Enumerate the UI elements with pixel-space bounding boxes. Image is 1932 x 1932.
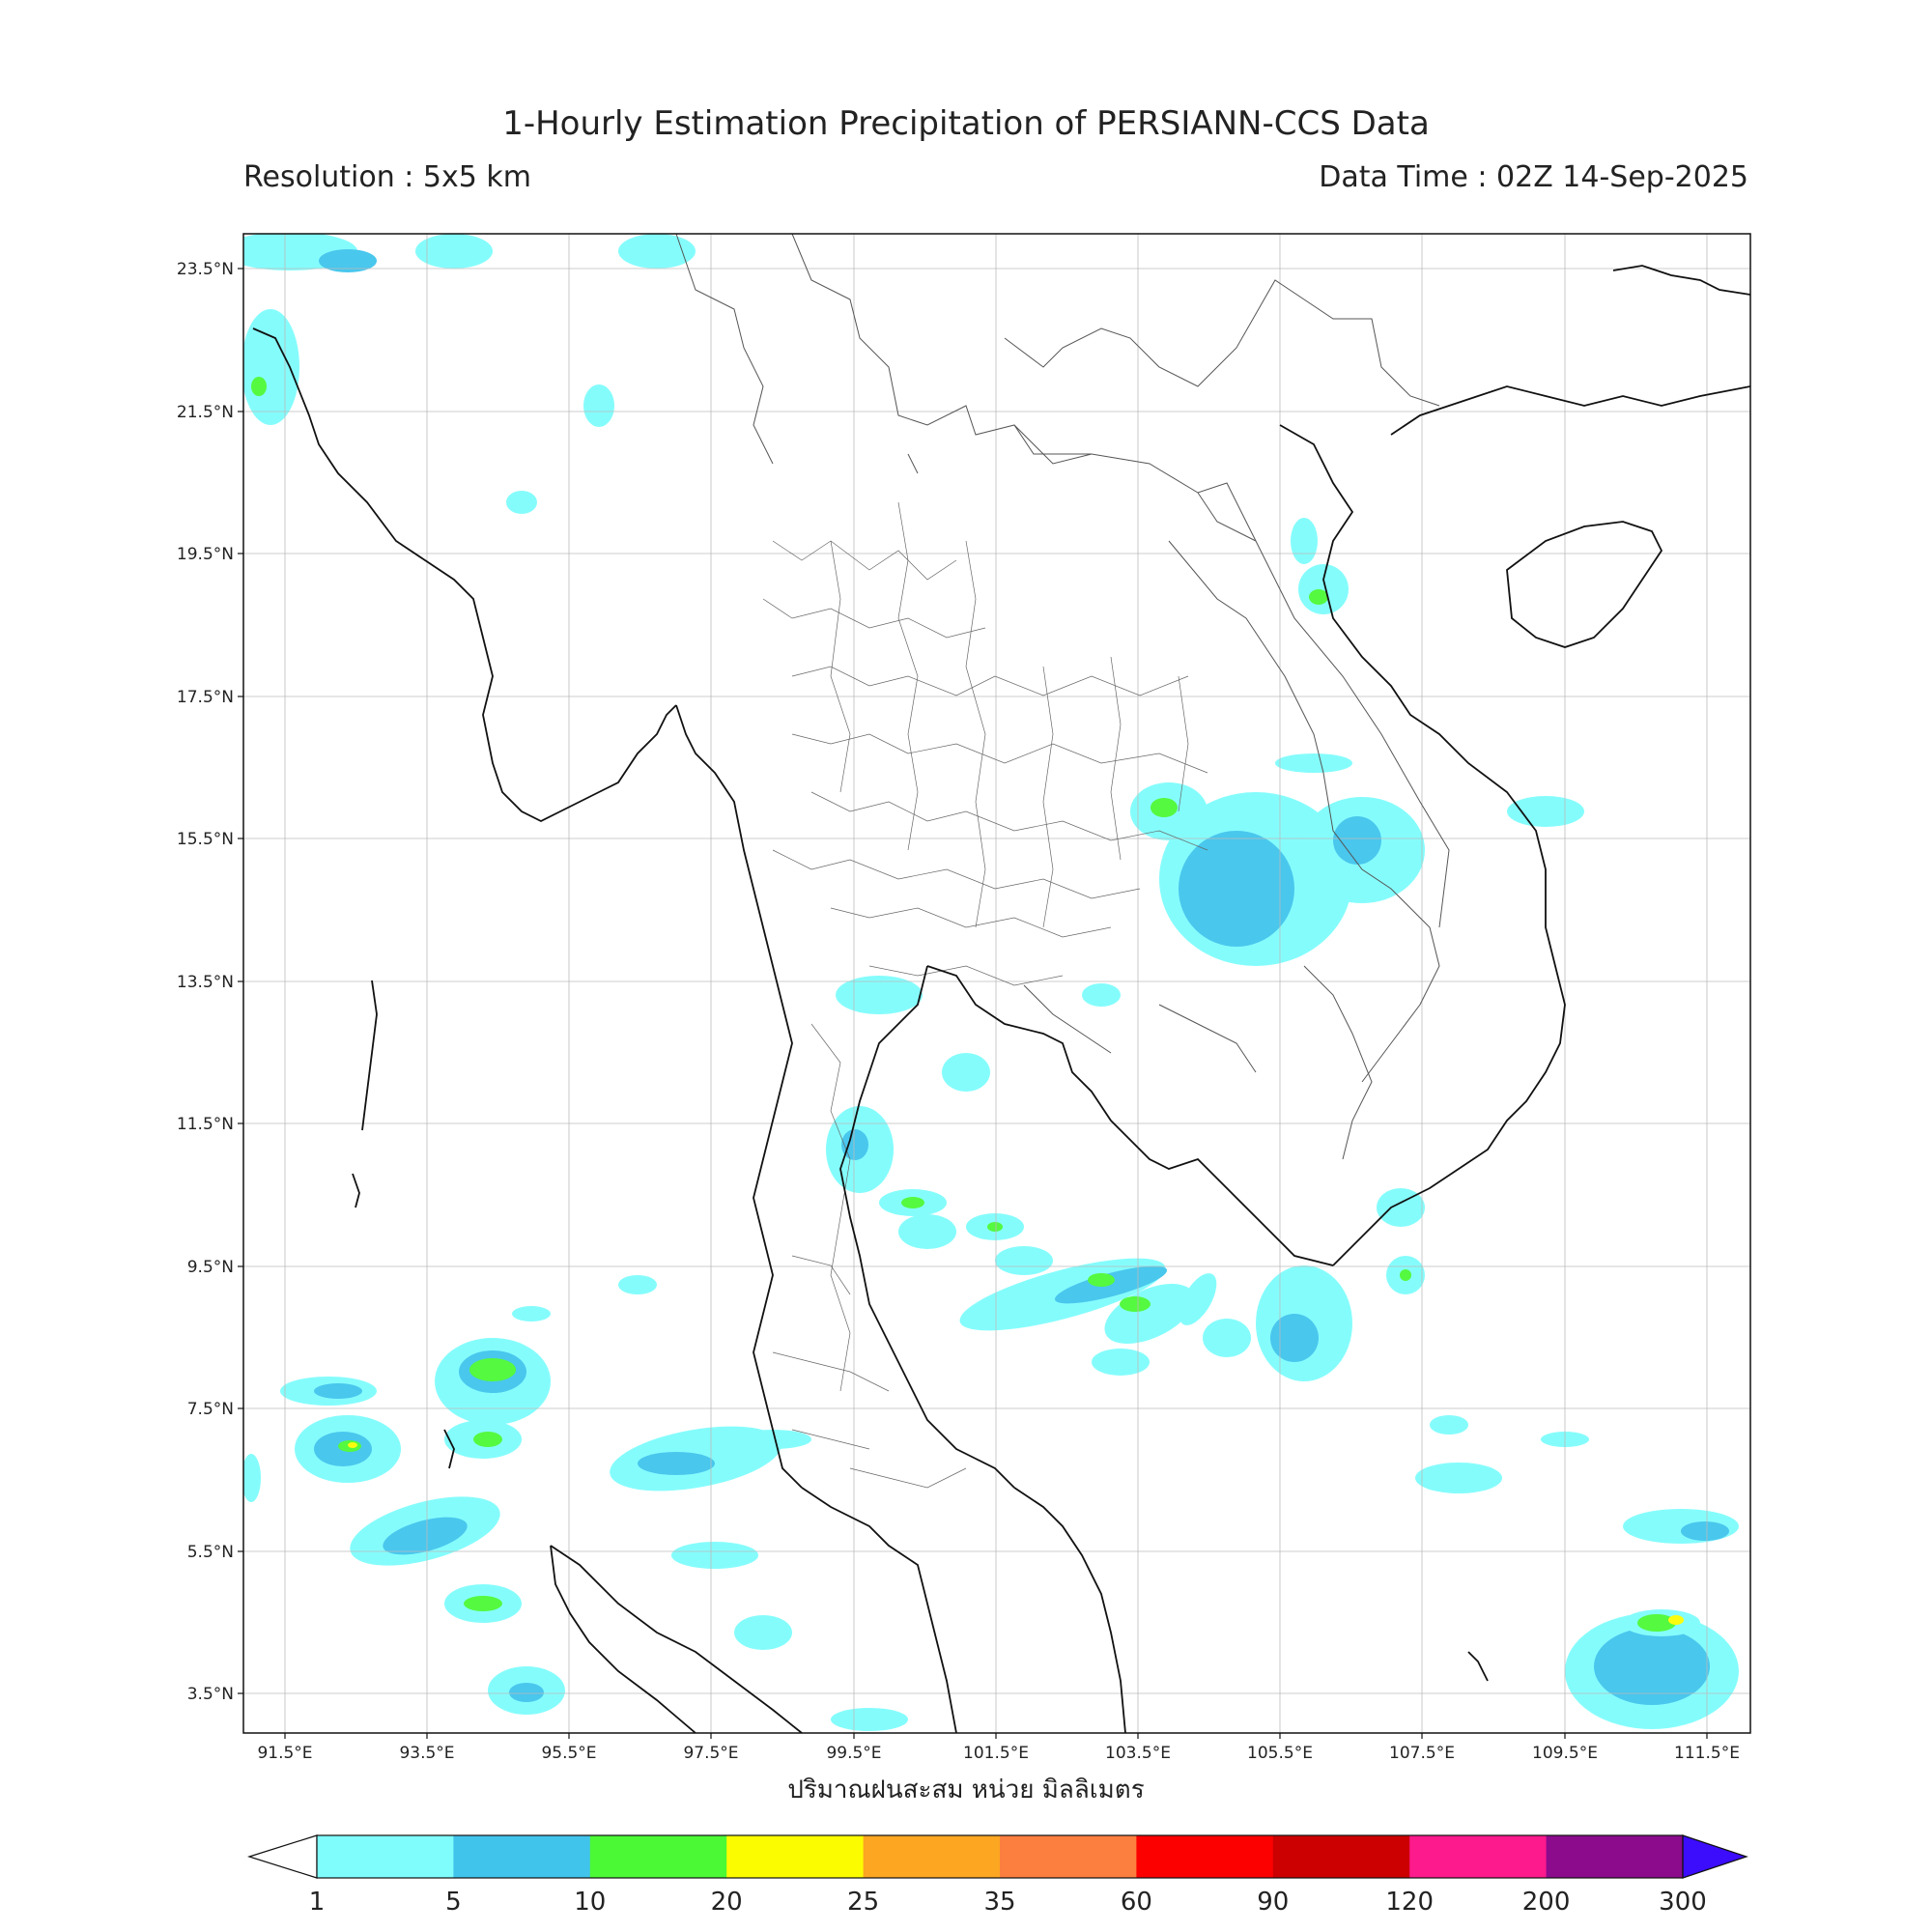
lat-label: 3.5°N xyxy=(187,1685,234,1704)
lon-label: 107.5°E xyxy=(1389,1744,1455,1763)
colorbar-frame xyxy=(316,1834,1684,1879)
lon-label: 101.5°E xyxy=(963,1744,1029,1763)
lon-label: 99.5°E xyxy=(826,1744,881,1763)
lat-label: 11.5°N xyxy=(177,1115,234,1134)
coastlines xyxy=(252,265,1750,1733)
colorbar-level-label: 25 xyxy=(847,1888,879,1917)
lat-label: 17.5°N xyxy=(177,688,234,707)
precipitation-layer xyxy=(243,234,1739,1731)
colorbar-level-label: 90 xyxy=(1257,1888,1289,1917)
lat-label: 5.5°N xyxy=(187,1543,234,1562)
data-time-label: Data Time : 02Z 14-Sep-2025 xyxy=(1319,160,1748,194)
colorbar-segment xyxy=(863,1835,1001,1878)
colorbar-level-label: 200 xyxy=(1522,1888,1571,1917)
colorbar-segment xyxy=(726,1835,865,1878)
colorbar-level-label: 60 xyxy=(1121,1888,1152,1917)
colorbar-over-triangle xyxy=(1682,1834,1748,1879)
lon-label: 111.5°E xyxy=(1674,1744,1740,1763)
resolution-label: Resolution : 5x5 km xyxy=(243,160,531,194)
colorbar-segment xyxy=(1136,1835,1274,1878)
colorbar-segment xyxy=(1409,1835,1548,1878)
colorbar-level-label: 5 xyxy=(445,1888,462,1917)
lat-label: 23.5°N xyxy=(177,260,234,279)
lon-label: 93.5°E xyxy=(399,1744,454,1763)
province-boundaries xyxy=(762,501,1208,1489)
international-borders xyxy=(675,234,1450,1160)
lon-label: 91.5°E xyxy=(257,1744,312,1763)
lat-label: 21.5°N xyxy=(177,403,234,422)
lon-label: 103.5°E xyxy=(1105,1744,1171,1763)
lon-labels: 91.5°E 93.5°E 95.5°E 97.5°E 99.5°E 101.5… xyxy=(257,1744,1740,1763)
lat-label: 9.5°N xyxy=(187,1258,234,1277)
colorbar-level-label: 120 xyxy=(1385,1888,1434,1917)
colorbar-segment xyxy=(1272,1835,1410,1878)
colorbar-segment xyxy=(453,1835,591,1878)
colorbar-level-label: 1 xyxy=(309,1888,326,1917)
tick-marks xyxy=(238,268,1708,1739)
colorbar-under-triangle xyxy=(246,1834,318,1879)
lon-label: 97.5°E xyxy=(683,1744,738,1763)
lon-label: 105.5°E xyxy=(1247,1744,1313,1763)
lat-labels: 23.5°N 21.5°N 19.5°N 17.5°N 15.5°N 13.5°… xyxy=(177,260,234,1704)
colorbar-level-label: 35 xyxy=(983,1888,1015,1917)
lat-label: 19.5°N xyxy=(177,545,234,564)
colorbar: 1 5 10 20 25 35 60 90 120 200 300 xyxy=(246,1834,1748,1917)
map-frame xyxy=(242,233,1751,1734)
colorbar-level-label: 10 xyxy=(574,1888,606,1917)
colorbar-level-label: 20 xyxy=(711,1888,743,1917)
lon-label: 95.5°E xyxy=(541,1744,596,1763)
lat-label: 15.5°N xyxy=(177,830,234,849)
colorbar-segment xyxy=(1000,1835,1137,1878)
colorbar-segment xyxy=(1546,1835,1684,1878)
map-area xyxy=(243,234,1750,1733)
chart-title: 1-Hourly Estimation Precipitation of PER… xyxy=(502,104,1430,143)
lat-label: 13.5°N xyxy=(177,973,234,992)
lat-label: 7.5°N xyxy=(187,1400,234,1419)
colorbar-segment xyxy=(589,1835,727,1878)
lon-label: 109.5°E xyxy=(1532,1744,1598,1763)
colorbar-unit-label: ปริมาณฝนสะสม หน่วย มิลลิเมตร xyxy=(787,1776,1145,1804)
colorbar-segment xyxy=(317,1835,454,1878)
colorbar-level-label: 300 xyxy=(1659,1888,1707,1917)
graticule xyxy=(243,234,1750,1733)
